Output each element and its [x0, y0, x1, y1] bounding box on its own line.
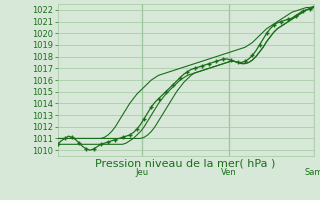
Text: Ven: Ven	[221, 168, 237, 177]
Text: Jeu: Jeu	[135, 168, 149, 177]
Text: Sam: Sam	[304, 168, 320, 177]
X-axis label: Pression niveau de la mer( hPa ): Pression niveau de la mer( hPa )	[95, 159, 276, 169]
